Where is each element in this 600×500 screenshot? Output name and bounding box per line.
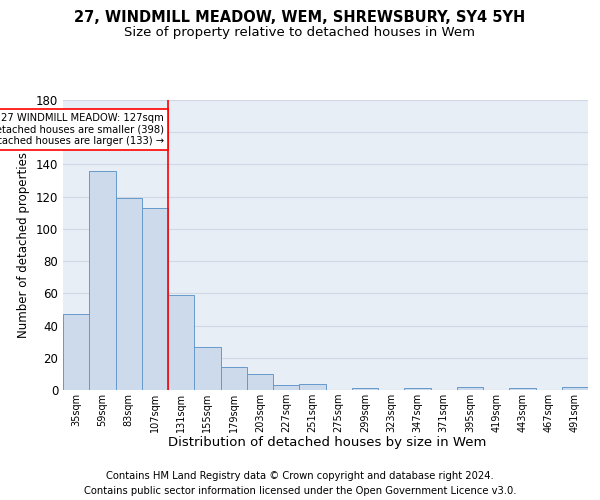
- Bar: [457, 387, 483, 390]
- Text: 27, WINDMILL MEADOW, WEM, SHREWSBURY, SY4 5YH: 27, WINDMILL MEADOW, WEM, SHREWSBURY, SY…: [74, 10, 526, 25]
- Text: Contains HM Land Registry data © Crown copyright and database right 2024.: Contains HM Land Registry data © Crown c…: [106, 471, 494, 481]
- Bar: [509, 388, 536, 390]
- Bar: [63, 314, 89, 390]
- Bar: [299, 384, 325, 390]
- Bar: [142, 208, 168, 390]
- Text: 27 WINDMILL MEADOW: 127sqm
← 75% of detached houses are smaller (398)
25% of sem: 27 WINDMILL MEADOW: 127sqm ← 75% of deta…: [0, 113, 164, 146]
- Text: Contains public sector information licensed under the Open Government Licence v3: Contains public sector information licen…: [84, 486, 516, 496]
- Bar: [89, 171, 115, 390]
- Bar: [352, 388, 378, 390]
- Bar: [115, 198, 142, 390]
- Bar: [247, 374, 273, 390]
- Bar: [404, 388, 431, 390]
- Bar: [562, 387, 588, 390]
- Bar: [221, 368, 247, 390]
- Bar: [273, 385, 299, 390]
- Bar: [194, 346, 221, 390]
- Text: Size of property relative to detached houses in Wem: Size of property relative to detached ho…: [125, 26, 476, 39]
- Text: Distribution of detached houses by size in Wem: Distribution of detached houses by size …: [168, 436, 486, 449]
- Bar: [168, 295, 194, 390]
- Y-axis label: Number of detached properties: Number of detached properties: [17, 152, 30, 338]
